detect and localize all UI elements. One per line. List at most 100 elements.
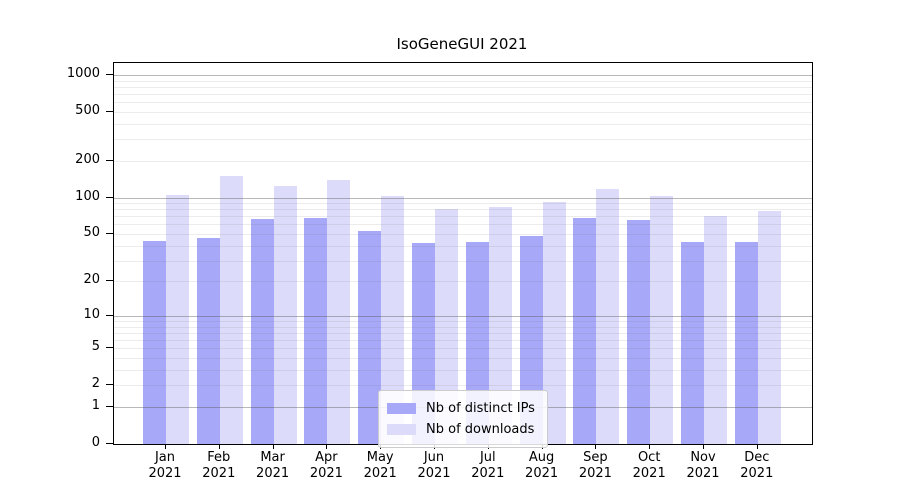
y-tick-mark bbox=[106, 314, 113, 316]
y-tick-mark bbox=[106, 347, 113, 349]
y-tick-mark bbox=[106, 443, 113, 444]
bar-distinct-ips-jan bbox=[143, 240, 166, 444]
grid-line-minor bbox=[114, 216, 812, 218]
grid-line-minor bbox=[114, 139, 812, 141]
grid-line-minor bbox=[114, 281, 812, 283]
legend-swatch-distinct-ips bbox=[387, 403, 416, 414]
grid-line-major bbox=[114, 197, 812, 199]
y-tick-label: 200 bbox=[75, 151, 100, 167]
grid-line-minor bbox=[114, 358, 812, 359]
grid-line-minor bbox=[114, 80, 812, 82]
grid-line-minor bbox=[114, 123, 812, 125]
grid-line-minor bbox=[114, 209, 812, 211]
grid-line-minor bbox=[114, 94, 812, 95]
x-tick-mark bbox=[703, 444, 704, 449]
bar-downloads-dec bbox=[757, 210, 781, 444]
bar-distinct-ips-mar bbox=[250, 219, 274, 444]
x-tick-label: May 2021 bbox=[363, 450, 397, 481]
y-tick-label: 2 bbox=[91, 376, 100, 392]
bar-downloads-sep bbox=[596, 188, 620, 444]
bar-distinct-ips-sep bbox=[573, 217, 597, 444]
plot-area: Nb of distinct IPs Nb of downloads bbox=[113, 62, 813, 448]
grid-line-minor bbox=[114, 203, 812, 204]
bar-downloads-jun bbox=[435, 209, 458, 444]
legend: Nb of distinct IPs Nb of downloads bbox=[378, 390, 548, 448]
y-tick-label: 20 bbox=[83, 272, 100, 288]
y-tick-mark bbox=[106, 159, 113, 161]
y-tick-label: 100 bbox=[75, 188, 100, 204]
grid-line-minor bbox=[114, 369, 812, 371]
grid-line-minor bbox=[114, 332, 812, 334]
bar-downloads-nov bbox=[704, 215, 727, 444]
x-tick-label: Apr 2021 bbox=[309, 450, 343, 481]
legend-label-distinct-ips: Nb of distinct IPs bbox=[426, 401, 535, 416]
grid-line-minor bbox=[114, 340, 812, 342]
bar-downloads-apr bbox=[327, 179, 351, 444]
x-tick-label: Jul 2021 bbox=[471, 450, 505, 481]
x-tick-label: Nov 2021 bbox=[686, 450, 720, 481]
bar-downloads-feb bbox=[219, 176, 243, 444]
x-tick-label: Jan 2021 bbox=[148, 450, 182, 481]
grid-line-minor bbox=[114, 385, 812, 387]
x-tick-label: Sep 2021 bbox=[578, 450, 612, 481]
legend-label-downloads: Nb of downloads bbox=[426, 422, 535, 437]
x-tick-mark bbox=[756, 444, 758, 449]
y-tick-mark bbox=[106, 196, 113, 198]
x-tick-mark bbox=[272, 444, 274, 449]
y-tick-label: 5 bbox=[91, 339, 100, 355]
bar-distinct-ips-apr bbox=[304, 217, 328, 444]
x-tick-label: Mar 2021 bbox=[256, 450, 290, 481]
y-tick-mark bbox=[106, 406, 113, 407]
grid-line-minor bbox=[114, 224, 812, 226]
grid-line-minor bbox=[114, 234, 812, 235]
y-tick-label: 500 bbox=[75, 102, 100, 118]
grid-line-minor bbox=[114, 321, 812, 322]
y-tick-label: 0 bbox=[91, 435, 100, 450]
bar-distinct-ips-may bbox=[358, 230, 382, 444]
bar-distinct-ips-feb bbox=[196, 238, 220, 444]
grid-line-minor bbox=[114, 260, 812, 262]
y-tick-label: 1 bbox=[91, 398, 100, 413]
bar-downloads-may bbox=[381, 196, 405, 444]
x-tick-mark bbox=[165, 444, 166, 449]
x-tick-label: Jun 2021 bbox=[417, 450, 451, 481]
x-tick-label: Aug 2021 bbox=[525, 450, 559, 481]
grid-line-minor bbox=[114, 348, 812, 350]
legend-item-downloads: Nb of downloads bbox=[387, 419, 535, 440]
x-tick-label: Dec 2021 bbox=[740, 450, 774, 481]
grid-line-major bbox=[114, 315, 812, 317]
y-tick-label: 10 bbox=[83, 306, 100, 322]
x-tick-mark bbox=[326, 444, 328, 449]
y-tick-mark bbox=[106, 73, 113, 75]
grid-line-major bbox=[114, 74, 812, 76]
y-tick-mark bbox=[106, 110, 113, 112]
y-tick-mark bbox=[106, 233, 113, 234]
chart-title: IsoGeneGUI 2021 bbox=[396, 35, 528, 53]
x-tick-mark bbox=[218, 444, 220, 449]
bar-downloads-mar bbox=[273, 185, 297, 444]
x-tick-label: Feb 2021 bbox=[202, 450, 236, 481]
y-tick-mark bbox=[106, 384, 113, 386]
bar-downloads-jan bbox=[166, 195, 189, 444]
legend-item-distinct-ips: Nb of distinct IPs bbox=[387, 398, 535, 419]
grid-line-minor bbox=[114, 86, 812, 88]
bar-downloads-oct bbox=[650, 195, 674, 444]
y-tick-label: 1000 bbox=[66, 65, 100, 81]
grid-line-minor bbox=[114, 245, 812, 247]
grid-line-minor bbox=[114, 102, 812, 104]
x-tick-label: Oct 2021 bbox=[632, 450, 666, 481]
y-tick-mark bbox=[106, 280, 113, 282]
x-tick-mark bbox=[649, 444, 651, 449]
bar-downloads-aug bbox=[542, 201, 566, 444]
bar-downloads-jul bbox=[488, 207, 512, 444]
grid-line-minor bbox=[114, 160, 812, 162]
legend-swatch-downloads bbox=[387, 424, 416, 435]
y-tick-label: 50 bbox=[83, 225, 100, 240]
bar-distinct-ips-oct bbox=[627, 220, 651, 444]
grid-line-minor bbox=[114, 111, 812, 113]
bar-distinct-ips-nov bbox=[681, 241, 704, 444]
x-tick-mark bbox=[595, 444, 597, 449]
bar-distinct-ips-dec bbox=[734, 241, 758, 444]
grid-line-minor bbox=[114, 326, 812, 328]
